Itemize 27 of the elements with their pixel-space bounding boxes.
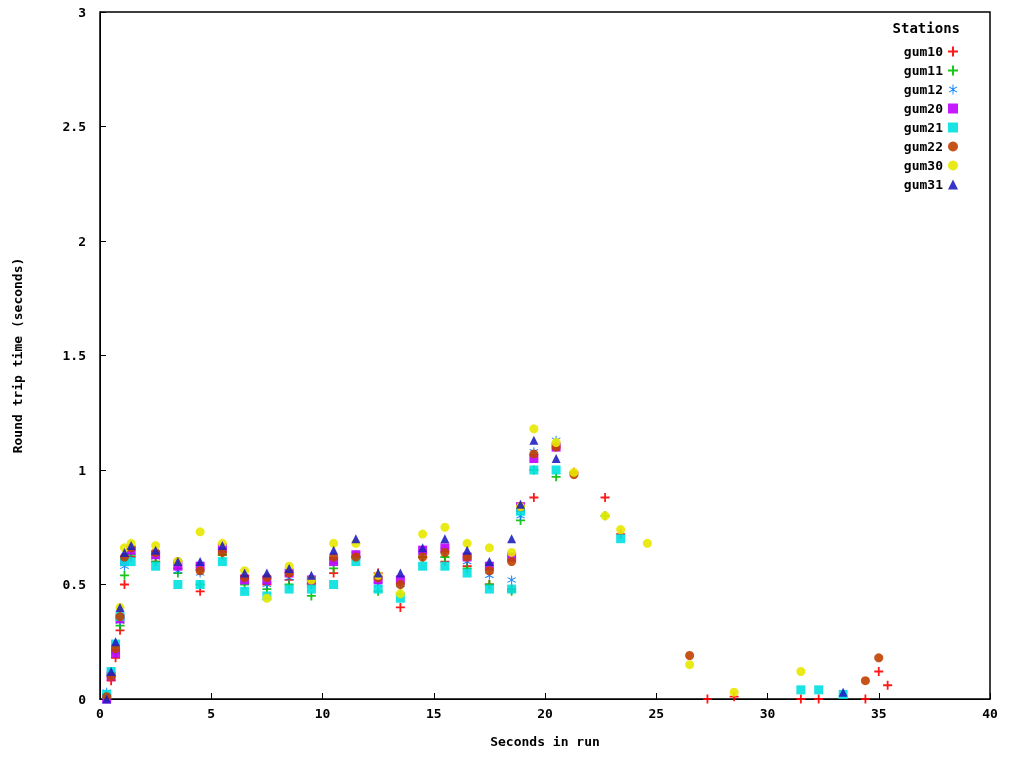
x-tick-label: 5 xyxy=(207,706,216,721)
legend-label: gum10 xyxy=(903,44,944,59)
x-tick-label: 0 xyxy=(96,706,105,721)
y-tick-label: 1 xyxy=(78,462,87,478)
legend-label: gum21 xyxy=(903,120,944,135)
x-tick-label: 30 xyxy=(759,706,776,721)
x-tick-label: 15 xyxy=(425,706,442,721)
x-tick-label: 25 xyxy=(648,706,665,721)
legend-label: gum12 xyxy=(903,82,943,97)
legend-label: gum30 xyxy=(903,158,944,173)
x-tick-label: 35 xyxy=(870,706,887,721)
y-tick-label: 2 xyxy=(78,233,86,249)
legend-label: gum22 xyxy=(903,139,943,154)
x-axis-title: Seconds in run xyxy=(490,734,600,749)
y-tick-label: 2.5 xyxy=(62,119,86,134)
y-tick-label: 0.5 xyxy=(62,577,86,592)
y-axis-title: Round trip time (seconds) xyxy=(10,257,25,454)
x-tick-label: 40 xyxy=(982,706,998,721)
y-tick-label: 1.5 xyxy=(62,348,86,363)
legend-title: Stations xyxy=(892,20,961,36)
y-tick-label: 3 xyxy=(78,4,86,20)
x-tick-label: 20 xyxy=(537,706,553,721)
legend-label: gum31 xyxy=(903,177,944,192)
legend-label: gum11 xyxy=(903,63,944,78)
x-tick-label: 10 xyxy=(314,706,331,721)
y-tick-label: 0 xyxy=(78,691,87,707)
legend-label: gum20 xyxy=(903,101,944,116)
